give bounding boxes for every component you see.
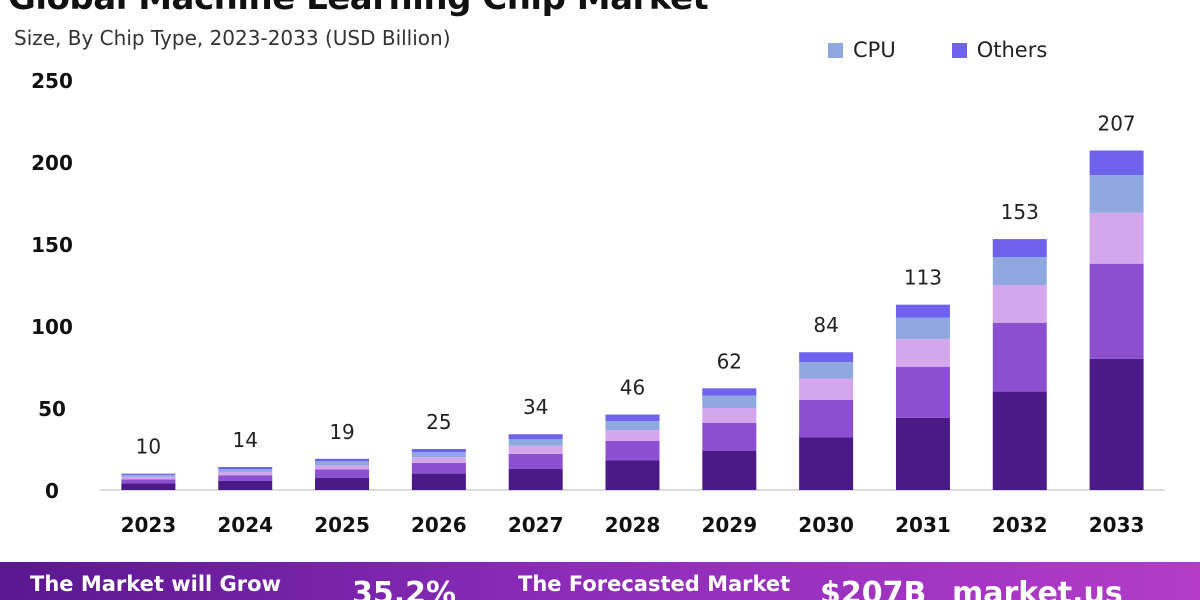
legend-label-cpu: CPU — [853, 38, 896, 62]
bar-total-label: 34 — [523, 395, 548, 419]
bar-segment — [411, 449, 466, 453]
bar-segment — [605, 414, 660, 422]
bar-segment — [895, 339, 950, 367]
bar-segment — [218, 469, 273, 472]
bar-segment — [508, 434, 563, 440]
stacked-bar-chart: 0 50 100 150 200 250 10 2023 14 2024 19 2025 25 2026 3… — [31, 69, 1165, 537]
bar-segment — [992, 239, 1047, 258]
bar-segment — [1089, 175, 1144, 213]
bar-segment — [702, 450, 757, 490]
bar-total-label: 113 — [904, 266, 942, 290]
x-tick-label: 2024 — [217, 513, 273, 537]
bar-segment — [992, 257, 1047, 285]
bar-segment — [605, 440, 660, 461]
chart-title: Global Machine Learning Chip Market — [8, 0, 709, 18]
bar-segment — [218, 467, 273, 470]
bar-segment — [508, 439, 563, 446]
bar-total-label: 46 — [620, 376, 645, 400]
bar-segment — [1089, 263, 1144, 359]
chart-subtitle: Size, By Chip Type, 2023-2033 (USD Billi… — [14, 26, 451, 50]
x-tick-label: 2027 — [508, 513, 564, 537]
bar-segment — [799, 378, 854, 400]
bar-total-label: 14 — [233, 428, 258, 452]
legend-item-others: Others — [951, 38, 1048, 62]
bar-segment — [121, 473, 176, 475]
bar-segment — [411, 462, 466, 474]
bar-segment — [121, 476, 176, 480]
bar-segment — [121, 483, 176, 490]
bar-segment — [605, 430, 660, 441]
footer-forecast-value: $207B — [820, 576, 927, 600]
footer-brand-logo: market.us — [952, 576, 1123, 600]
x-tick-label: 2025 — [314, 513, 370, 537]
bar-segment — [218, 475, 273, 481]
footer-cagr-value: 35.2% — [352, 576, 457, 600]
legend-item-cpu: CPU — [828, 38, 896, 62]
bar-segment — [799, 399, 854, 438]
y-tick-label: 100 — [31, 315, 73, 339]
bar-segment — [411, 452, 466, 458]
x-tick-label: 2031 — [895, 513, 951, 537]
bar-segment — [605, 421, 660, 431]
bar-segment — [992, 391, 1047, 490]
bar-segment — [508, 468, 563, 490]
bar-segment — [992, 322, 1047, 392]
bar-total-label: 84 — [813, 313, 838, 337]
bar-segment — [218, 471, 273, 476]
bar-segment — [411, 457, 466, 463]
x-tick-label: 2030 — [798, 513, 854, 537]
x-tick-label: 2032 — [992, 513, 1048, 537]
chart-legend: CPU Others — [828, 38, 1047, 62]
x-tick-label: 2023 — [121, 513, 177, 537]
y-tick-label: 200 — [31, 151, 73, 175]
bar-segment — [218, 480, 273, 490]
bar-total-label: 25 — [426, 410, 451, 434]
x-tick-label: 2033 — [1089, 513, 1145, 537]
bar-segment — [508, 453, 563, 469]
legend-swatch-others — [951, 42, 967, 58]
bar-total-label: 19 — [329, 420, 354, 444]
bar-segment — [411, 473, 466, 490]
bar-segment — [799, 362, 854, 379]
bar-segment — [121, 474, 176, 477]
y-tick-label: 150 — [31, 233, 73, 257]
footer-grow-text: The Market will Grow — [30, 572, 281, 596]
bar-segment — [895, 367, 950, 418]
bar-total-label: 10 — [136, 435, 161, 459]
bar-segment — [702, 422, 757, 451]
bar-segment — [1089, 150, 1144, 176]
bar-segment — [315, 461, 370, 466]
y-tick-label: 0 — [45, 479, 59, 503]
bar-segment — [895, 317, 950, 340]
bar-segment — [121, 479, 176, 484]
y-tick-label: 50 — [38, 397, 66, 421]
legend-swatch-cpu — [828, 42, 843, 58]
bar-segment — [508, 445, 563, 454]
x-tick-label: 2026 — [411, 513, 467, 537]
bar-segment — [895, 417, 950, 490]
bar-total-label: 207 — [1097, 112, 1135, 136]
bar-segment — [315, 469, 370, 478]
bar-segment — [702, 388, 757, 396]
footer-banner: The Market will Grow 35.2% The Forecaste… — [0, 562, 1200, 600]
y-tick-label: 250 — [31, 69, 73, 93]
bar-segment — [315, 458, 370, 462]
footer-forecast-text: The Forecasted Market — [518, 572, 791, 596]
bar-segment — [605, 460, 660, 490]
bar-segment — [315, 477, 370, 490]
bar-segment — [895, 304, 950, 318]
x-tick-label: 2028 — [605, 513, 661, 537]
bar-total-label: 153 — [1001, 200, 1039, 224]
bar-segment — [702, 395, 757, 408]
bar-segment — [1089, 358, 1144, 490]
bar-segment — [992, 285, 1047, 323]
x-tick-label: 2029 — [701, 513, 757, 537]
bar-segment — [1089, 212, 1144, 264]
bar-segment — [799, 437, 854, 490]
legend-label-others: Others — [976, 38, 1048, 62]
bar-segment — [799, 352, 854, 363]
bar-segment — [315, 465, 370, 470]
bar-total-label: 62 — [717, 349, 742, 373]
bar-segment — [702, 408, 757, 423]
